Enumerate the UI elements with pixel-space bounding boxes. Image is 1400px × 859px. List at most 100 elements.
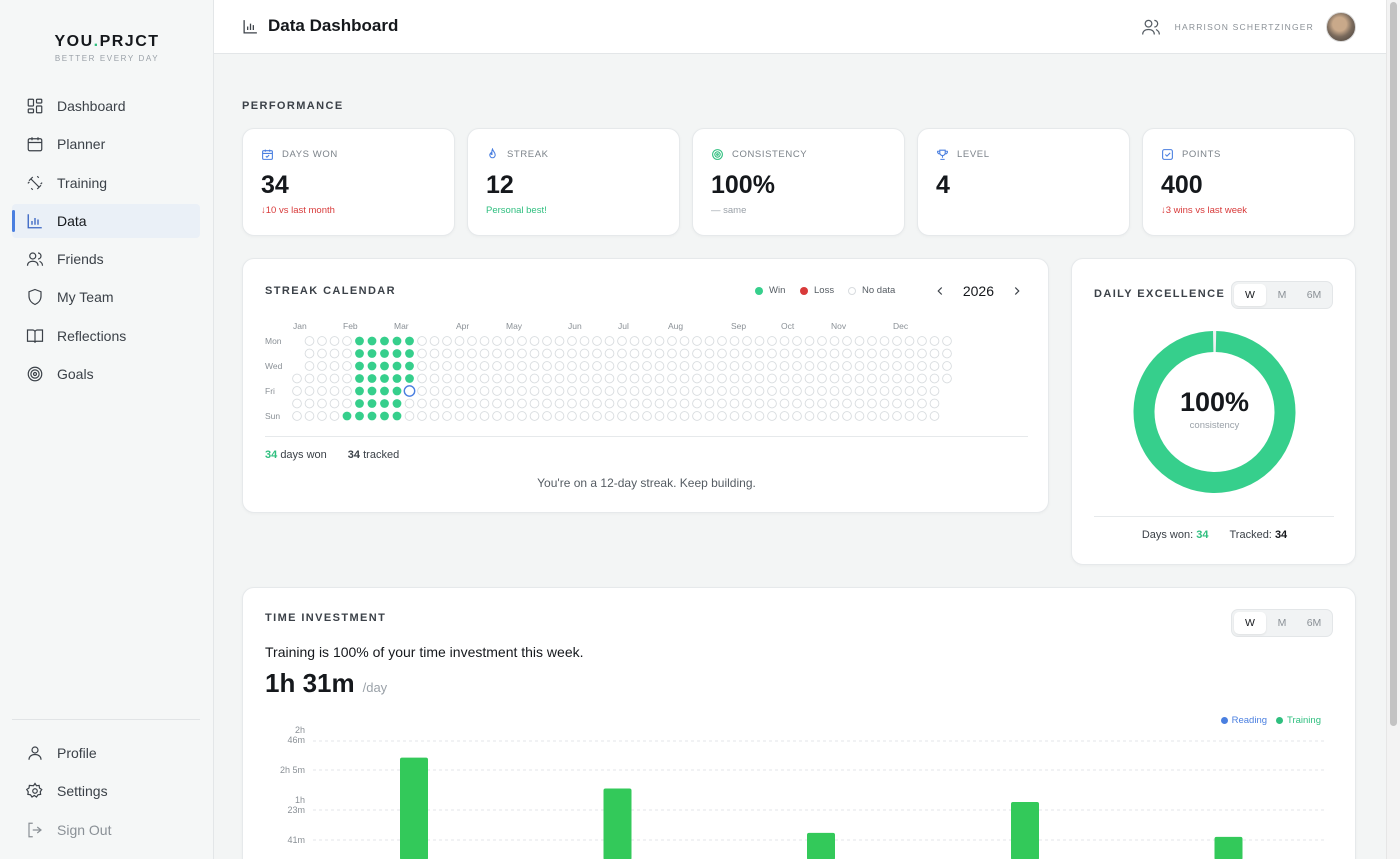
calendar-day-win[interactable] [355, 374, 364, 383]
calendar-day-empty[interactable] [692, 336, 702, 346]
calendar-day-empty[interactable] [629, 411, 640, 421]
calendar-day-empty[interactable] [579, 373, 590, 384]
calendar-day-empty[interactable] [604, 373, 615, 384]
calendar-day-empty[interactable] [554, 373, 565, 384]
calendar-day-empty[interactable] [592, 398, 602, 409]
calendar-day-empty[interactable] [492, 386, 502, 396]
user-menu[interactable]: HARRISON SCHERTZINGER [1141, 12, 1356, 42]
calendar-day-empty[interactable] [542, 411, 552, 421]
calendar-day-empty[interactable] [829, 411, 840, 421]
calendar-day-empty[interactable] [792, 411, 802, 421]
calendar-day-empty[interactable] [729, 398, 740, 409]
calendar-day-empty[interactable] [879, 336, 890, 346]
calendar-day-empty[interactable] [742, 386, 752, 396]
calendar-day-empty[interactable] [579, 411, 590, 421]
calendar-day-empty[interactable] [542, 361, 552, 371]
calendar-day-empty[interactable] [629, 361, 640, 371]
sidebar-item-dashboard[interactable]: Dashboard [12, 89, 200, 123]
calendar-day-empty[interactable] [429, 398, 440, 409]
calendar-day-empty[interactable] [667, 411, 677, 421]
scrollbar[interactable] [1386, 0, 1400, 859]
calendar-day-empty[interactable] [704, 348, 715, 359]
calendar-day-empty[interactable] [829, 348, 840, 359]
calendar-day-win[interactable] [367, 374, 377, 383]
calendar-day-empty[interactable] [554, 336, 565, 346]
calendar-day-empty[interactable] [592, 348, 602, 359]
calendar-day-win[interactable] [380, 411, 389, 421]
calendar-day-empty[interactable] [492, 411, 502, 421]
calendar-day-empty[interactable] [479, 361, 490, 371]
calendar-day-empty[interactable] [767, 373, 777, 384]
calendar-day-empty[interactable] [704, 411, 715, 421]
calendar-day-empty[interactable] [879, 348, 890, 359]
calendar-day-empty[interactable] [604, 411, 615, 421]
calendar-day-win[interactable] [355, 411, 364, 421]
calendar-day-empty[interactable] [629, 373, 640, 384]
calendar-day-empty[interactable] [567, 398, 577, 409]
calendar-day-empty[interactable] [742, 398, 752, 409]
calendar-day-empty[interactable] [567, 411, 577, 421]
calendar-day-empty[interactable] [454, 361, 465, 371]
calendar-day-empty[interactable] [892, 361, 902, 371]
calendar-day-empty[interactable] [917, 361, 927, 371]
calendar-day-empty[interactable] [529, 386, 540, 396]
calendar-day-empty[interactable] [842, 336, 852, 346]
calendar-day-empty[interactable] [292, 398, 302, 409]
calendar-day-empty[interactable] [429, 336, 440, 346]
calendar-day-win[interactable] [342, 411, 352, 421]
calendar-day-win[interactable] [367, 386, 377, 396]
calendar-day-empty[interactable] [692, 373, 702, 384]
calendar-day-win[interactable] [392, 399, 402, 408]
calendar-day-empty[interactable] [829, 336, 840, 346]
avatar[interactable] [1326, 12, 1356, 42]
calendar-day-empty[interactable] [467, 411, 477, 421]
calendar-day-empty[interactable] [779, 411, 790, 421]
calendar-day-empty[interactable] [429, 361, 440, 371]
calendar-day-empty[interactable] [642, 336, 652, 346]
calendar-day-empty[interactable] [654, 373, 665, 384]
calendar-day-empty[interactable] [754, 348, 765, 359]
calendar-day-empty[interactable] [429, 386, 440, 396]
calendar-day-empty[interactable] [554, 348, 565, 359]
calendar-day-empty[interactable] [292, 373, 302, 384]
calendar-day-empty[interactable] [579, 361, 590, 371]
calendar-day-empty[interactable] [904, 411, 915, 421]
calendar-day-empty[interactable] [754, 373, 765, 384]
calendar-day-empty[interactable] [704, 398, 715, 409]
calendar-day-empty[interactable] [942, 373, 952, 384]
calendar-day-empty[interactable] [617, 398, 627, 409]
calendar-day-empty[interactable] [592, 386, 602, 396]
calendar-day-win[interactable] [367, 411, 377, 421]
calendar-day-empty[interactable] [479, 398, 490, 409]
calendar-day-empty[interactable] [579, 386, 590, 396]
period-tab-week[interactable]: W [1234, 284, 1266, 306]
calendar-day-empty[interactable] [417, 348, 427, 359]
calendar-day-empty[interactable] [904, 336, 915, 346]
calendar-day-win[interactable] [405, 349, 414, 358]
calendar-day-empty[interactable] [804, 336, 815, 346]
calendar-day-empty[interactable] [517, 348, 527, 359]
calendar-day-empty[interactable] [804, 398, 815, 409]
calendar-day-empty[interactable] [942, 348, 952, 359]
calendar-day-empty[interactable] [854, 411, 865, 421]
calendar-day-empty[interactable] [842, 361, 852, 371]
calendar-day-empty[interactable] [467, 386, 477, 396]
calendar-day-empty[interactable] [567, 348, 577, 359]
calendar-day-empty[interactable] [417, 336, 427, 346]
period-tab-6m[interactable]: 6M [1306, 289, 1322, 301]
calendar-day-empty[interactable] [442, 373, 452, 384]
calendar-day-empty[interactable] [492, 398, 502, 409]
calendar-day-empty[interactable] [679, 386, 690, 396]
calendar-day-win[interactable] [380, 386, 389, 396]
calendar-day-empty[interactable] [817, 348, 827, 359]
calendar-day-empty[interactable] [517, 361, 527, 371]
calendar-day-empty[interactable] [742, 361, 752, 371]
calendar-day-empty[interactable] [442, 411, 452, 421]
calendar-day-empty[interactable] [454, 348, 465, 359]
calendar-day-empty[interactable] [817, 336, 827, 346]
calendar-day-empty[interactable] [717, 361, 727, 371]
calendar-day-empty[interactable] [717, 398, 727, 409]
calendar-day-empty[interactable] [617, 348, 627, 359]
calendar-day-empty[interactable] [929, 386, 940, 396]
calendar-day-empty[interactable] [642, 411, 652, 421]
